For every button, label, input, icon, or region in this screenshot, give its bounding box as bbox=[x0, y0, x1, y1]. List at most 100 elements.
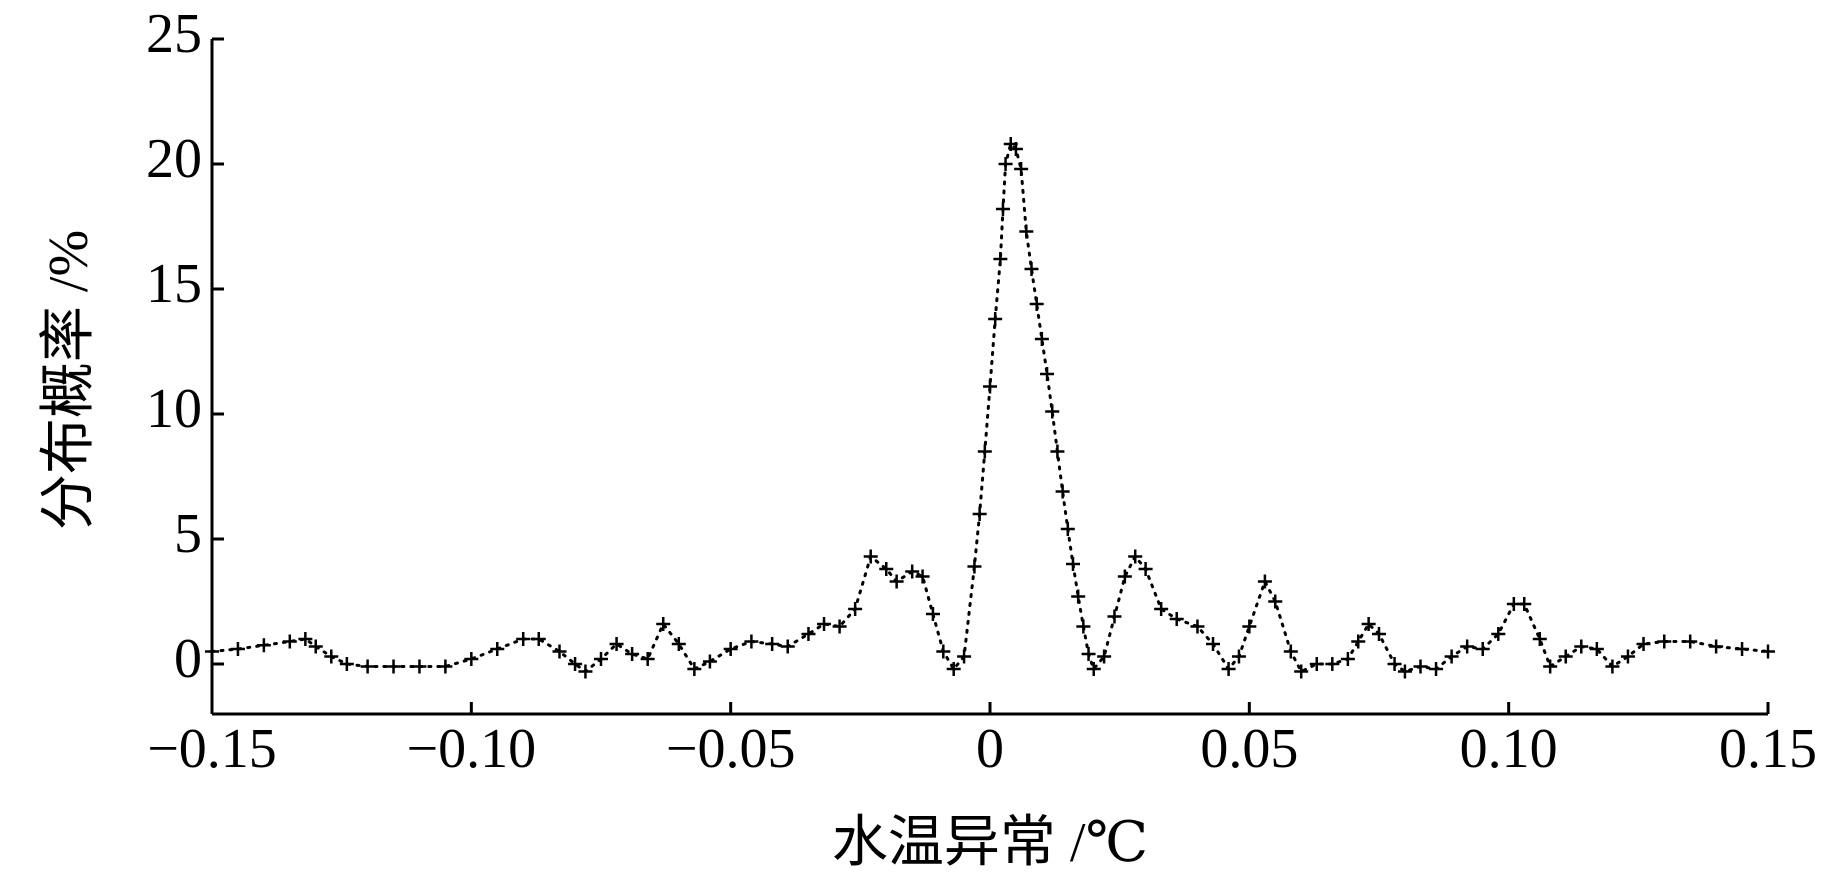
marker bbox=[925, 607, 940, 621]
marker bbox=[848, 602, 863, 616]
marker bbox=[308, 639, 323, 654]
marker bbox=[1268, 594, 1283, 609]
marker bbox=[464, 652, 479, 666]
marker bbox=[298, 632, 313, 646]
marker bbox=[1325, 657, 1340, 671]
marker bbox=[1231, 649, 1246, 664]
x-tick-label: −0.10 bbox=[407, 718, 537, 780]
marker bbox=[1351, 634, 1366, 649]
marker bbox=[946, 662, 961, 676]
marker bbox=[1735, 642, 1750, 656]
marker bbox=[1657, 634, 1672, 649]
marker bbox=[531, 632, 546, 646]
marker bbox=[1429, 662, 1444, 676]
marker bbox=[625, 647, 640, 661]
marker bbox=[832, 619, 847, 634]
x-tick-label: 0.10 bbox=[1460, 718, 1558, 780]
marker bbox=[915, 569, 930, 584]
marker bbox=[1034, 332, 1049, 346]
marker bbox=[1008, 142, 1023, 156]
marker bbox=[1620, 649, 1635, 664]
marker bbox=[1397, 664, 1412, 679]
marker bbox=[1605, 659, 1620, 674]
marker bbox=[386, 659, 401, 674]
x-tick-label: −0.15 bbox=[147, 718, 277, 780]
marker bbox=[995, 202, 1010, 216]
marker bbox=[1257, 574, 1272, 589]
marker bbox=[578, 664, 593, 679]
y-tick-label: 5 bbox=[174, 503, 202, 565]
y-tick-label: 15 bbox=[146, 253, 202, 315]
marker bbox=[1294, 664, 1309, 679]
marker bbox=[1517, 597, 1532, 611]
marker bbox=[1117, 569, 1132, 584]
marker bbox=[744, 634, 759, 649]
x-tick-label: 0 bbox=[976, 718, 1004, 780]
y-tick-label: 10 bbox=[146, 378, 202, 440]
marker bbox=[568, 657, 583, 671]
marker bbox=[1636, 637, 1651, 651]
y-axis-label: 分布概率 /% bbox=[38, 230, 100, 530]
marker bbox=[656, 617, 671, 631]
marker bbox=[1372, 627, 1386, 641]
marker bbox=[516, 632, 531, 646]
marker bbox=[1532, 632, 1547, 646]
marker bbox=[1206, 637, 1221, 651]
marker bbox=[1107, 609, 1122, 624]
marker bbox=[1014, 162, 1029, 176]
marker bbox=[1709, 639, 1724, 654]
marker bbox=[594, 652, 608, 666]
x-tick-label: 0.05 bbox=[1200, 718, 1298, 780]
marker bbox=[702, 654, 717, 669]
marker bbox=[998, 157, 1013, 171]
x-axis-label: 水温异常 /℃ bbox=[832, 812, 1148, 874]
marker bbox=[1574, 639, 1589, 654]
marker bbox=[1460, 639, 1475, 654]
marker bbox=[1221, 662, 1236, 676]
marker bbox=[1558, 649, 1573, 664]
marker bbox=[1097, 649, 1112, 664]
marker bbox=[1169, 612, 1184, 626]
marker bbox=[671, 637, 686, 651]
marker bbox=[1065, 557, 1080, 571]
marker bbox=[863, 549, 878, 564]
marker bbox=[1071, 589, 1086, 604]
marker bbox=[1309, 657, 1324, 671]
marker bbox=[1086, 662, 1101, 676]
marker bbox=[977, 444, 992, 459]
marker bbox=[1128, 549, 1143, 564]
marker bbox=[967, 559, 982, 574]
marker bbox=[1340, 652, 1355, 666]
marker bbox=[1190, 619, 1205, 634]
marker bbox=[490, 642, 505, 656]
marker bbox=[438, 659, 453, 674]
marker bbox=[957, 649, 972, 664]
marker bbox=[360, 659, 375, 674]
marker bbox=[1242, 619, 1257, 634]
marker bbox=[1060, 522, 1075, 536]
y-tick-label: 25 bbox=[146, 3, 202, 65]
marker bbox=[412, 659, 427, 674]
marker bbox=[972, 507, 987, 521]
marker bbox=[1055, 484, 1070, 499]
marker bbox=[1024, 262, 1039, 276]
marker bbox=[1050, 444, 1065, 459]
marker bbox=[1081, 647, 1096, 661]
marker bbox=[905, 564, 920, 579]
marker bbox=[324, 649, 339, 664]
marker bbox=[1444, 649, 1459, 664]
marker bbox=[282, 634, 297, 649]
marker bbox=[993, 252, 1008, 266]
marker bbox=[1543, 659, 1558, 674]
y-tick-label: 20 bbox=[146, 128, 202, 190]
marker bbox=[1019, 224, 1034, 239]
marker bbox=[1387, 657, 1402, 671]
marker bbox=[780, 639, 795, 654]
marker bbox=[817, 617, 832, 631]
marker bbox=[1361, 617, 1376, 631]
y-tick-label: 0 bbox=[174, 628, 202, 690]
marker bbox=[1040, 367, 1055, 381]
marker bbox=[1283, 644, 1298, 659]
